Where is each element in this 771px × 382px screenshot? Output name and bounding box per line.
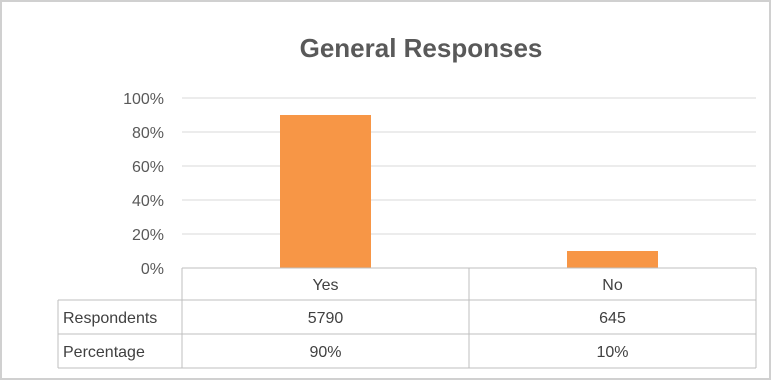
y-tick-label: 0% xyxy=(141,261,164,278)
table-row-label: Percentage xyxy=(63,344,145,361)
table-cell: 645 xyxy=(599,310,626,327)
y-tick-label: 40% xyxy=(132,193,164,210)
x-category-label: Yes xyxy=(312,277,338,294)
y-tick-label: 20% xyxy=(132,227,164,244)
bar-yes xyxy=(280,115,371,268)
y-tick-label: 60% xyxy=(132,159,164,176)
y-tick-label: 80% xyxy=(132,125,164,142)
chart-title: General Responses xyxy=(300,33,543,63)
x-category-label: No xyxy=(602,277,623,294)
y-tick-label: 100% xyxy=(123,91,164,108)
table-cell: 90% xyxy=(309,344,341,361)
table-row-label: Respondents xyxy=(63,310,157,327)
table-cell: 5790 xyxy=(308,310,344,327)
bar-no xyxy=(567,251,658,268)
table-cell: 10% xyxy=(596,344,628,361)
